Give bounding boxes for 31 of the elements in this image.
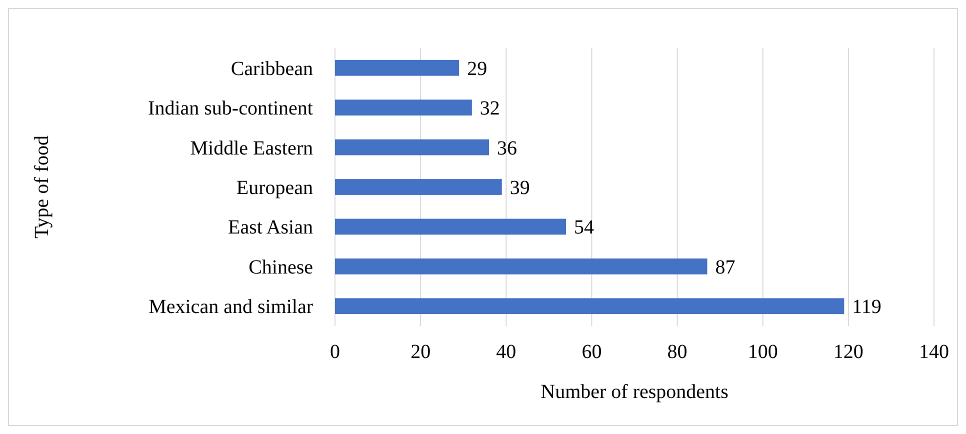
x-tick-label: 40 <box>496 341 516 363</box>
y-tick-label: Mexican and similar <box>148 296 314 318</box>
y-tick-label: Chinese <box>248 256 314 278</box>
x-tick-label: 120 <box>833 341 864 363</box>
bar <box>335 218 566 235</box>
x-tick-label: 140 <box>919 341 949 363</box>
data-label: 29 <box>467 58 488 80</box>
x-axis-title: Number of respondents <box>540 381 729 403</box>
bar <box>335 60 460 76</box>
y-tick-label: East Asian <box>228 216 313 239</box>
data-label: 32 <box>480 98 500 120</box>
bar <box>335 100 472 116</box>
bar <box>335 139 490 156</box>
y-tick-label: Middle Eastern <box>190 137 313 160</box>
data-label: 119 <box>852 296 882 318</box>
x-tick-label: 20 <box>410 341 431 363</box>
bar <box>335 258 708 274</box>
x-tick-label: 80 <box>667 341 688 363</box>
y-tick-label: Indian sub-continent <box>148 98 314 120</box>
y-tick-label: Caribbean <box>230 58 313 80</box>
x-tick-label: 60 <box>582 341 602 363</box>
data-label: 54 <box>574 216 594 239</box>
bar <box>335 298 844 314</box>
y-tick-label: European <box>236 177 313 199</box>
x-tick-label: 100 <box>748 341 778 363</box>
data-label: 36 <box>497 137 518 160</box>
bar <box>335 179 502 195</box>
data-label: 39 <box>510 177 530 199</box>
y-axis-title: Type of food <box>31 135 53 239</box>
x-tick-label: 0 <box>330 341 340 363</box>
data-label: 87 <box>715 256 736 278</box>
